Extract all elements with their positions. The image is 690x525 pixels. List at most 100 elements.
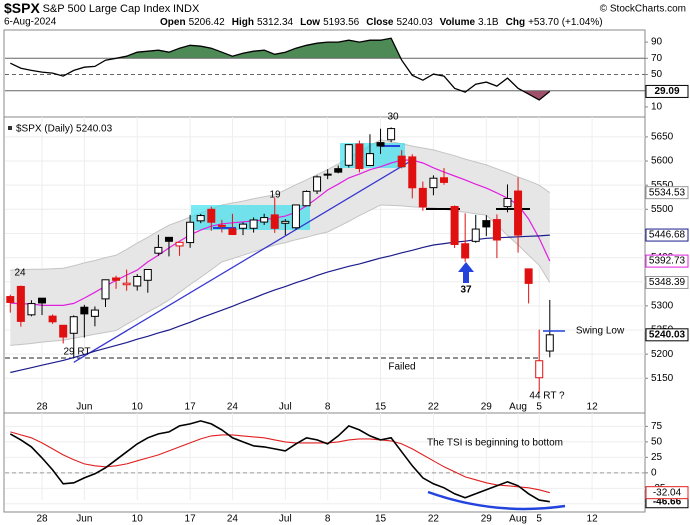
y-tick-label: 50 <box>651 437 663 448</box>
x-tick-label: Aug <box>509 402 527 413</box>
moving-average <box>10 234 550 374</box>
candle-body <box>429 177 438 189</box>
x-tick-label: 29 <box>481 514 493 525</box>
candle-body <box>175 241 184 247</box>
x-tick-label: 10 <box>132 514 144 525</box>
candle-body <box>535 360 544 379</box>
candle-body <box>492 219 501 241</box>
x-tick-label: 10 <box>132 402 144 413</box>
field-value: +53.70 (+1.04%) <box>528 17 603 28</box>
candle-body <box>418 187 427 208</box>
panel-frame <box>3 412 646 513</box>
candle-body <box>16 285 25 322</box>
candle-body <box>239 223 248 229</box>
candle-body <box>524 268 533 284</box>
candle-body <box>334 168 343 173</box>
y-tick-label: 5550 <box>651 180 674 191</box>
date: 6-Aug-2024 <box>4 17 57 28</box>
header-title: $SPX S&P 500 Large Cap Index INDX <box>4 0 200 16</box>
x-tick-label: 8 <box>325 402 331 413</box>
x-tick-label: 5 <box>536 402 542 413</box>
candle-body <box>228 228 237 235</box>
candle-body <box>101 279 110 300</box>
moving-average <box>10 159 551 306</box>
candle-body <box>545 334 554 352</box>
candle-body <box>122 282 131 286</box>
title-square <box>8 126 12 130</box>
candle-body <box>207 208 216 223</box>
x-tick-label: 5 <box>536 514 542 525</box>
x-tick-label: Jul <box>279 514 292 525</box>
field-label: Close <box>366 17 394 28</box>
x-tick-label: 17 <box>185 514 197 525</box>
x-tick-label: Jun <box>76 402 92 413</box>
value-box <box>645 84 689 98</box>
bottom-curve <box>427 490 566 511</box>
candle-body <box>260 217 269 223</box>
annotation: 29 RT <box>63 347 90 358</box>
value-box <box>645 328 689 342</box>
value-box-label: 5446.68 <box>649 230 686 241</box>
candle-body <box>302 190 311 207</box>
band-upper <box>10 139 551 271</box>
candle-body <box>482 220 491 228</box>
value-box-label: 5348.39 <box>649 277 686 288</box>
value-box-label: 5534.53 <box>649 187 686 198</box>
field-label: Chg <box>506 17 525 28</box>
x-tick-label: 12 <box>587 402 599 413</box>
candle-body <box>355 143 364 169</box>
field-value: 5240.03 <box>396 17 433 28</box>
y-tick-label: 50 <box>651 69 663 80</box>
x-tick-label: 24 <box>227 514 239 525</box>
candle-body <box>397 155 406 168</box>
x-tick-label: 15 <box>375 514 387 525</box>
x-tick-label: Jun <box>76 514 92 525</box>
candle-body <box>164 236 173 242</box>
candle-body <box>514 190 523 236</box>
x-tick-label: 22 <box>428 514 440 525</box>
annotation: 44 RT ? <box>529 391 565 402</box>
candle-body <box>376 142 385 147</box>
candle-body <box>344 144 353 166</box>
credit: © StockCharts.com <box>600 4 686 15</box>
field-label: High <box>232 17 254 28</box>
candle-body <box>323 173 332 176</box>
x-tick-label: Jul <box>279 402 292 413</box>
candle-body <box>69 316 78 334</box>
y-tick-label: 5500 <box>651 204 674 215</box>
candle-body <box>365 153 374 166</box>
x-tick-label: 28 <box>36 402 48 413</box>
y-tick-label: 10 <box>651 102 663 113</box>
candle-body <box>503 198 512 208</box>
candle-body <box>450 205 459 245</box>
band-lower <box>10 204 551 346</box>
value-box-label: 5240.03 <box>649 329 686 340</box>
candle-body <box>133 276 142 287</box>
value-box-label: 5392.73 <box>649 256 686 267</box>
x-tick-label: Aug <box>509 514 527 525</box>
candle-body <box>291 204 300 229</box>
rsi-line <box>10 37 551 101</box>
field-value: 5206.42 <box>189 17 226 28</box>
x-tick-label: 15 <box>375 402 387 413</box>
value-box-label: -46.66 <box>653 496 682 507</box>
y-tick-label: 5200 <box>651 349 674 360</box>
candle-body <box>313 176 322 192</box>
candle-body <box>408 156 417 189</box>
y-tick-label: 5150 <box>651 373 674 384</box>
annotation: Failed <box>388 362 415 373</box>
tsi-line <box>9 420 550 503</box>
candle-body <box>80 306 89 315</box>
candle-body <box>154 246 163 254</box>
candle-body <box>59 324 68 338</box>
candle-body <box>281 220 290 224</box>
candle-body <box>6 296 15 303</box>
value-box <box>645 228 689 242</box>
x-tick-label: 29 <box>481 402 493 413</box>
candle-body <box>249 219 258 229</box>
candle-body <box>440 177 449 183</box>
index-name: S&P 500 Large Cap Index <box>43 3 171 15</box>
candle-body <box>48 315 57 323</box>
